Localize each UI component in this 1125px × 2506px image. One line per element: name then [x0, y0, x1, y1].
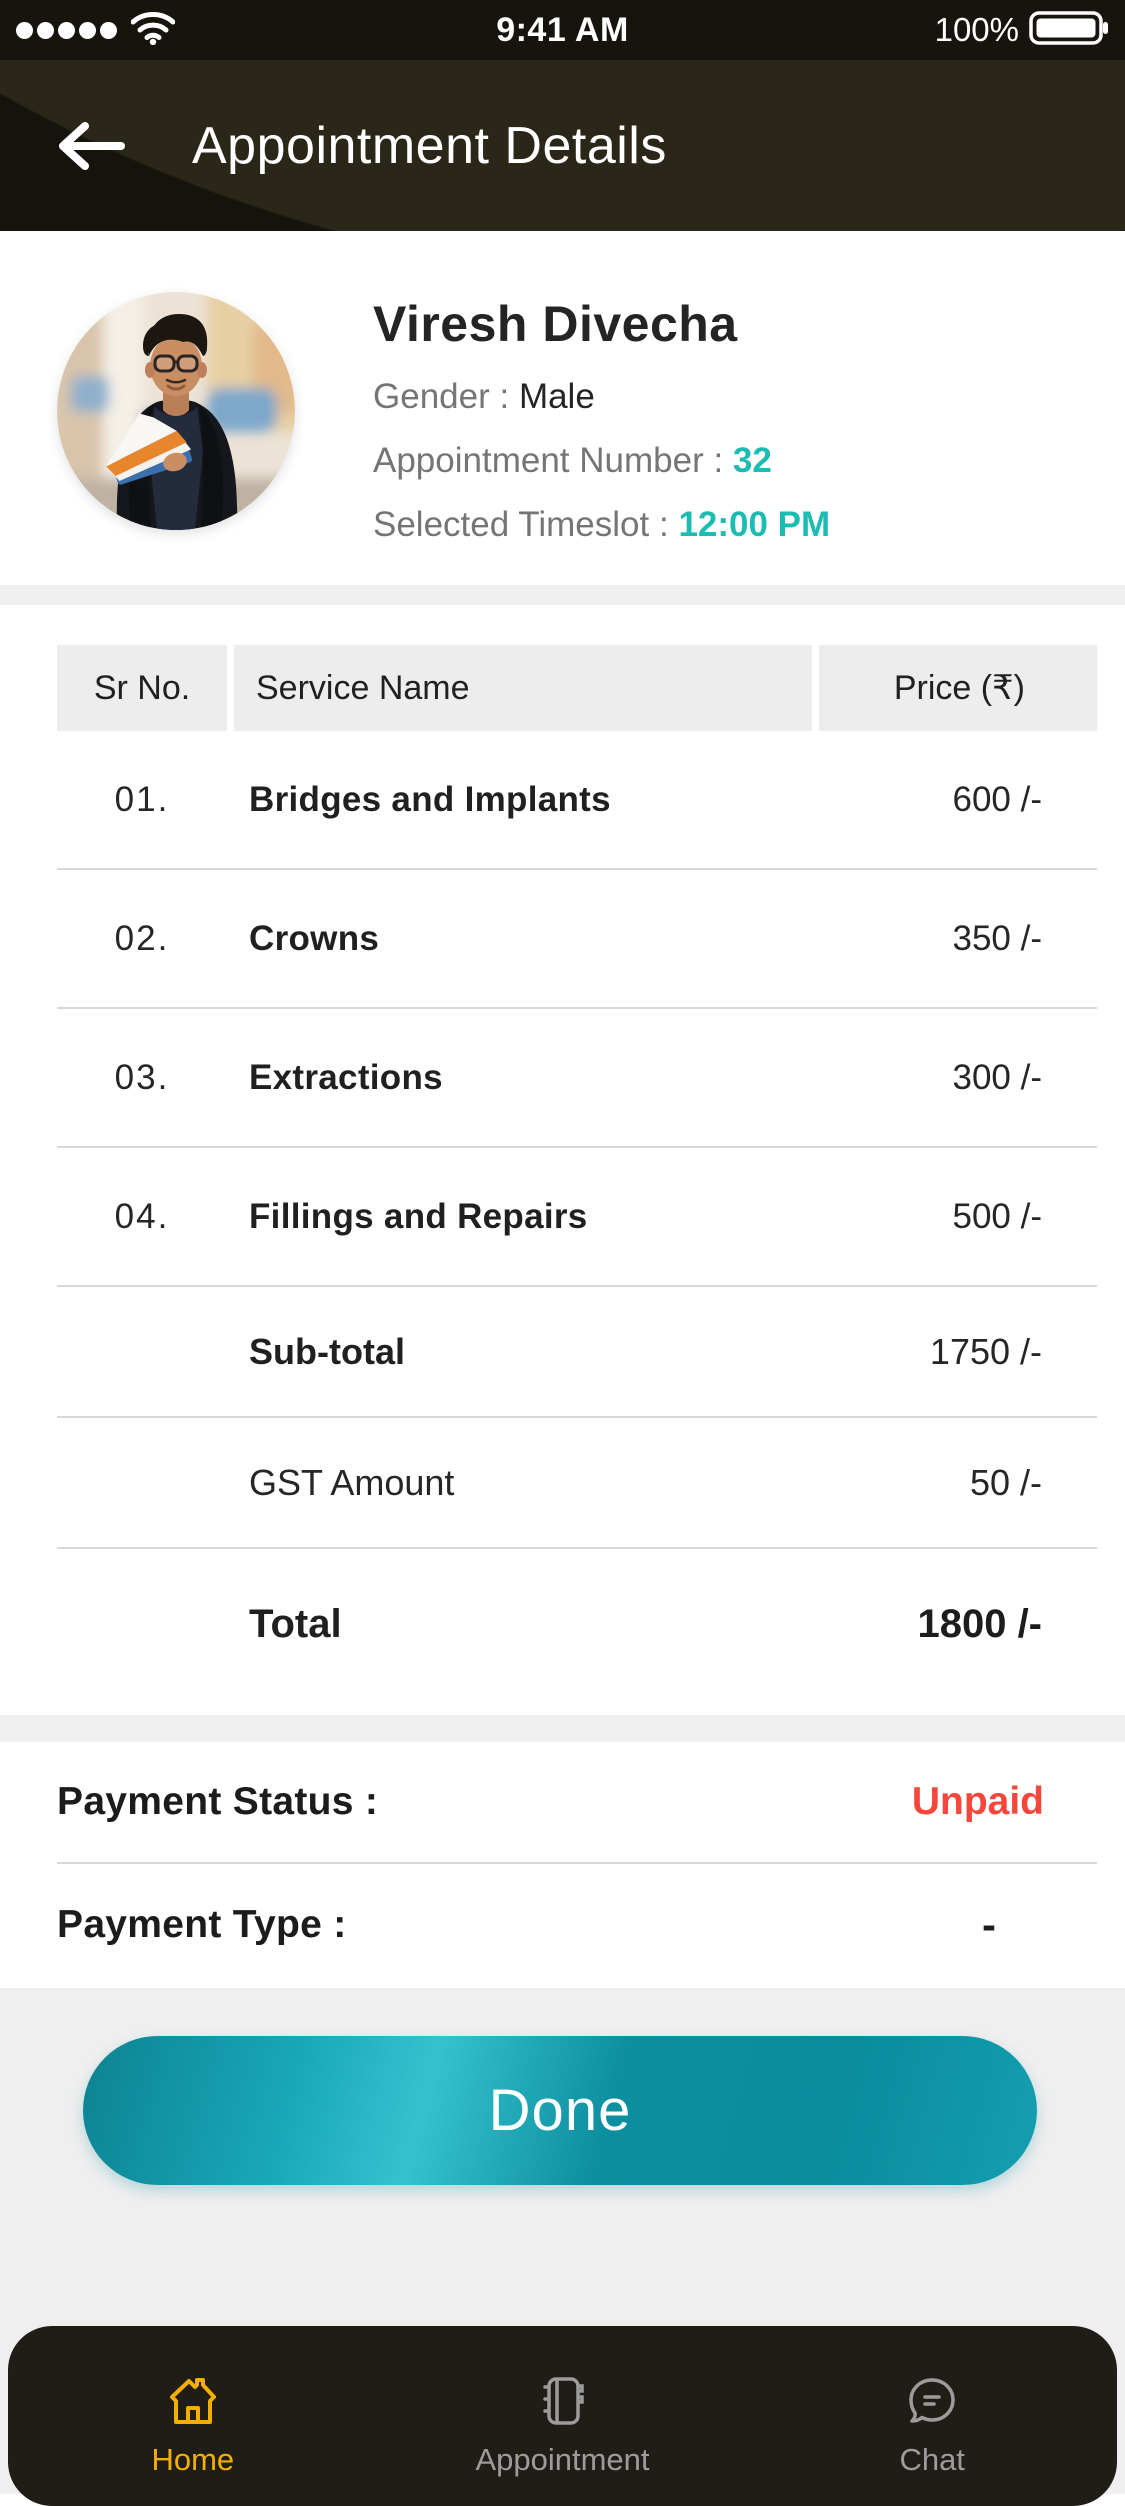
cellular-signal-icon — [16, 21, 117, 39]
payment-type-label: Payment Type : — [57, 1903, 347, 1946]
gender-value: Male — [518, 377, 595, 416]
total-label: Total — [249, 1601, 342, 1646]
payment-status-label: Payment Status : — [57, 1780, 379, 1823]
services-section: Sr No. Service Name Price (₹) 01. Bridge… — [0, 605, 1125, 1715]
status-time: 9:41 AM — [496, 11, 629, 49]
nav-label-home: Home — [151, 2442, 235, 2477]
services-table-header: Sr No. Service Name Price (₹) — [57, 645, 1097, 731]
subtotal-label: Sub-total — [249, 1330, 405, 1372]
subtotal-value: 1750 /- — [929, 1330, 1042, 1372]
chat-icon — [901, 2370, 963, 2432]
battery-percent: 100% — [934, 11, 1019, 48]
nav-item-home[interactable]: Home — [8, 2326, 378, 2478]
bottom-navigation: Home Appointment Chat — [8, 2326, 1117, 2506]
patient-name: Viresh Divecha — [373, 296, 738, 352]
patient-info: Viresh Divecha Gender : Male Appointment… — [373, 295, 830, 545]
patient-gender-row: Gender : Male — [373, 377, 830, 417]
total-value: 1800 /- — [917, 1601, 1042, 1646]
payment-section: Payment Status : Unpaid Payment Type : - — [57, 1742, 1097, 1986]
appointment-number-row: Appointment Number : 32 — [373, 441, 830, 481]
timeslot-label: Selected Timeslot : — [373, 505, 669, 544]
patient-avatar — [57, 292, 295, 530]
gst-row: GST Amount 50 /- — [57, 1418, 1097, 1549]
col-header-service-name: Service Name — [234, 645, 812, 731]
status-bar: 9:41 AM 100% — [0, 0, 1125, 60]
status-left-cluster — [16, 0, 176, 60]
patient-profile-card: Viresh Divecha Gender : Male Appointment… — [0, 231, 1125, 585]
appointment-number-value: 32 — [732, 441, 772, 480]
service-row: 03. Extractions 300 /- — [57, 1009, 1097, 1148]
payment-status-value: Unpaid — [911, 1780, 1044, 1823]
appointment-icon — [532, 2370, 594, 2432]
app-header: Appointment Details — [0, 60, 1125, 231]
section-divider — [0, 1715, 1125, 1742]
nav-item-chat[interactable]: Chat — [747, 2326, 1117, 2478]
gender-label: Gender : — [373, 377, 510, 416]
back-button[interactable] — [55, 118, 129, 174]
page-title: Appointment Details — [192, 116, 667, 175]
timeslot-row: Selected Timeslot : 12:00 PM — [373, 505, 830, 545]
battery-icon — [1029, 10, 1109, 50]
wifi-icon — [130, 11, 176, 50]
gst-value: 50 /- — [969, 1461, 1042, 1503]
appointment-number-label: Appointment Number : — [373, 441, 724, 480]
col-header-srno: Sr No. — [57, 645, 227, 731]
col-header-price: Price (₹) — [819, 645, 1097, 731]
payment-type-row: Payment Type : - — [57, 1864, 1097, 1986]
nav-label-chat: Chat — [899, 2442, 965, 2477]
done-button-label: Done — [488, 2078, 632, 2143]
done-button[interactable]: Done — [83, 2036, 1037, 2185]
home-icon — [162, 2370, 224, 2432]
services-table: Sr No. Service Name Price (₹) 01. Bridge… — [57, 645, 1097, 1699]
payment-type-value: - — [982, 1901, 996, 1948]
status-right-cluster: 100% — [935, 0, 1109, 60]
gst-label: GST Amount — [249, 1461, 455, 1503]
total-row: Total 1800 /- — [57, 1549, 1097, 1699]
service-row: 04. Fillings and Repairs 500 /- — [57, 1148, 1097, 1287]
section-divider — [0, 585, 1125, 605]
arrow-left-icon — [59, 121, 125, 170]
service-row: 02. Crowns 350 /- — [57, 870, 1097, 1009]
payment-status-row: Payment Status : Unpaid — [57, 1742, 1097, 1864]
nav-item-appointment[interactable]: Appointment — [378, 2326, 748, 2478]
nav-label-appointment: Appointment — [475, 2442, 650, 2477]
service-row: 01. Bridges and Implants 600 /- — [57, 731, 1097, 870]
subtotal-row: Sub-total 1750 /- — [57, 1287, 1097, 1418]
timeslot-value: 12:00 PM — [678, 505, 831, 544]
